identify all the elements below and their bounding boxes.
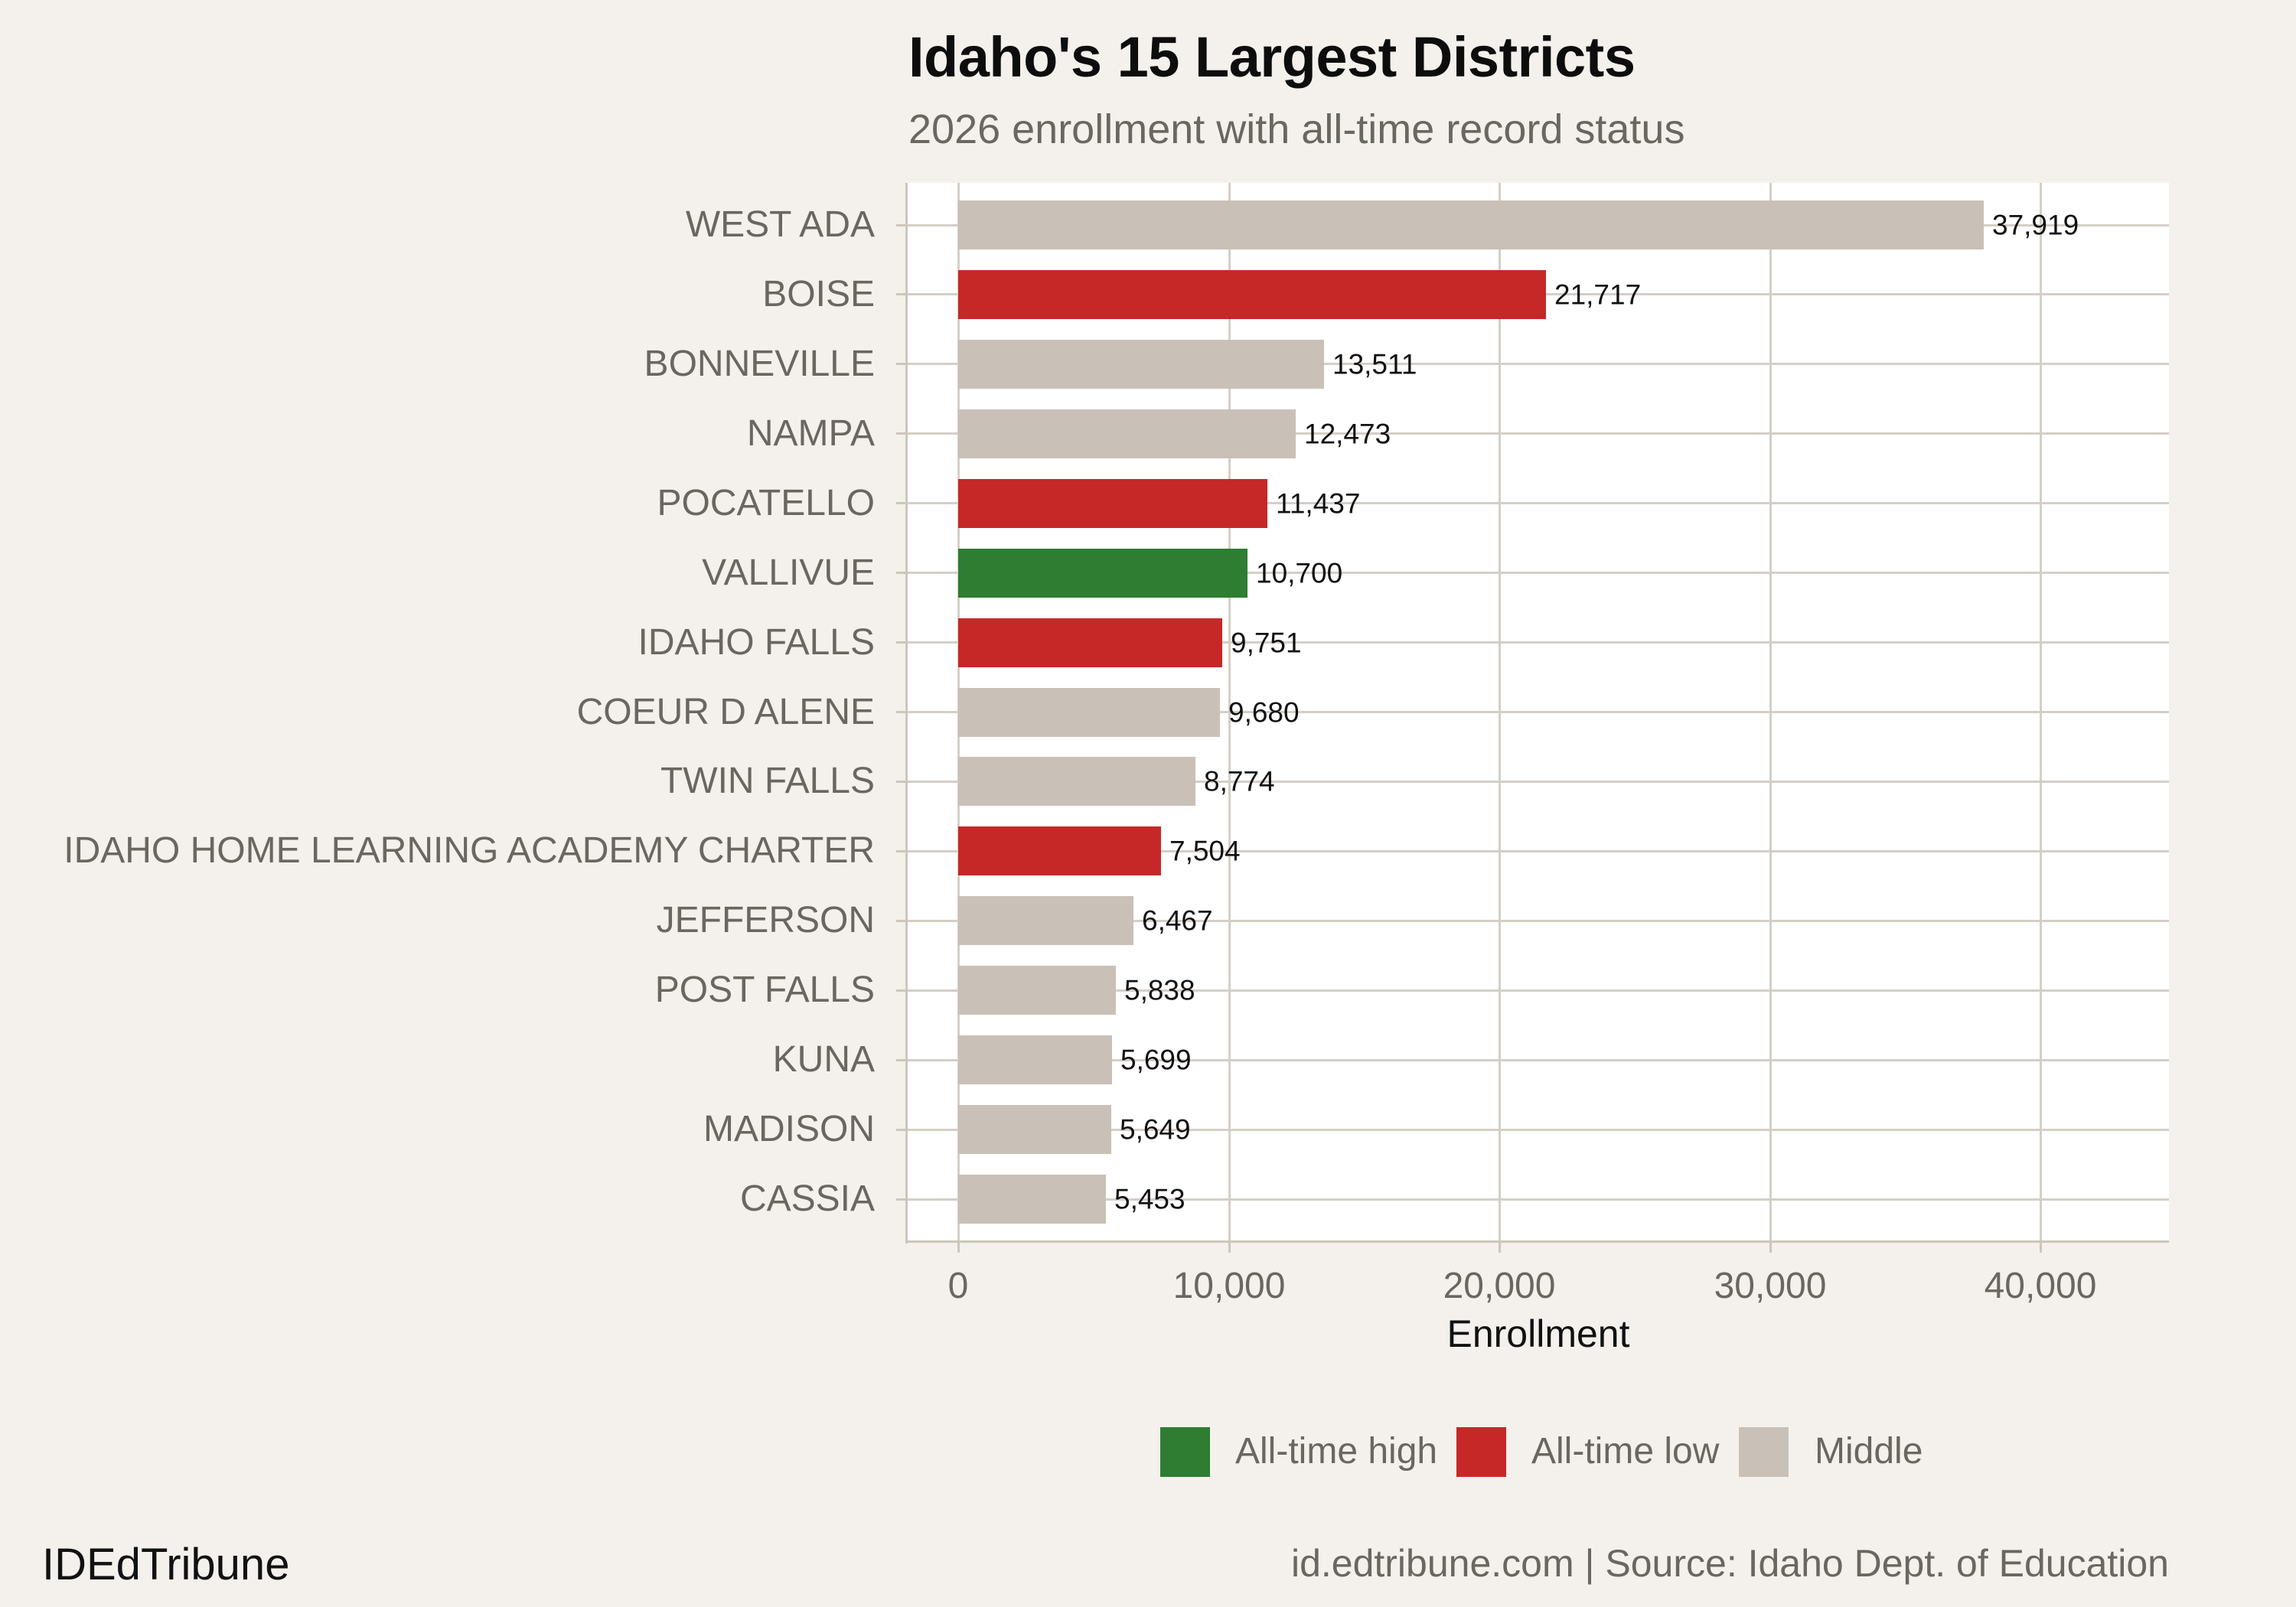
y-category-label: POST FALLS — [654, 970, 875, 1010]
horizontal-gridline — [907, 850, 2169, 852]
bar — [958, 618, 1222, 667]
x-tick-label: 30,000 — [1714, 1266, 1827, 1306]
bar — [958, 826, 1161, 875]
bar-value-label: 12,473 — [1304, 418, 1391, 450]
bar — [958, 340, 1324, 389]
y-category-label: POCATELLO — [657, 483, 875, 523]
y-category-label: WEST ADA — [685, 204, 875, 245]
bar-value-label: 5,649 — [1120, 1113, 1191, 1146]
bar-value-label: 5,453 — [1114, 1183, 1186, 1215]
y-category-label: BONNEVILLE — [644, 344, 875, 384]
horizontal-gridline — [907, 711, 2169, 713]
y-category-label: TWIN FALLS — [660, 761, 875, 801]
legend-key-all-time-low — [1456, 1427, 1506, 1477]
bar-value-label: 7,504 — [1169, 835, 1241, 867]
bar — [958, 757, 1195, 806]
horizontal-gridline — [907, 363, 2169, 365]
horizontal-gridline — [907, 1198, 2169, 1201]
bar-value-label: 37,919 — [1992, 209, 2079, 241]
y-tick — [896, 989, 907, 992]
y-category-label: COEUR D ALENE — [576, 692, 875, 732]
x-tick — [1228, 1242, 1231, 1253]
x-tick-label: 20,000 — [1443, 1266, 1556, 1306]
x-tick-label: 40,000 — [1984, 1266, 2097, 1306]
y-tick — [896, 920, 907, 922]
x-tick-label: 10,000 — [1172, 1266, 1286, 1306]
bar — [958, 688, 1220, 737]
y-tick — [896, 1198, 907, 1201]
legend-key-all-time-high — [1160, 1427, 1210, 1477]
horizontal-gridline — [907, 432, 2169, 435]
y-tick — [896, 641, 907, 644]
bar-value-label: 9,751 — [1231, 627, 1302, 659]
y-tick — [896, 572, 907, 574]
bar-value-label: 21,717 — [1554, 279, 1642, 311]
x-axis-title: Enrollment — [1446, 1312, 1630, 1355]
horizontal-gridline — [907, 781, 2169, 783]
bar-value-label: 13,511 — [1332, 348, 1417, 380]
chart-subtitle: 2026 enrollment with all-time record sta… — [908, 106, 1685, 152]
y-category-label: MADISON — [703, 1109, 875, 1149]
bar — [958, 966, 1116, 1015]
brand-label: IDEdTribune — [42, 1540, 290, 1589]
legend-label-middle: Middle — [1815, 1431, 1923, 1472]
bar-value-label: 5,699 — [1120, 1044, 1192, 1076]
legend-label-all-time-high: All-time high — [1235, 1431, 1438, 1472]
y-tick — [896, 711, 907, 713]
bar-value-label: 9,680 — [1228, 696, 1300, 729]
x-tick — [957, 1242, 960, 1253]
bar — [958, 1035, 1112, 1084]
x-tick-label: 0 — [947, 1266, 969, 1306]
bar-value-label: 5,838 — [1124, 974, 1195, 1006]
y-category-label: KUNA — [772, 1039, 875, 1080]
y-tick — [896, 224, 907, 227]
chart-title: Idaho's 15 Largest Districts — [908, 25, 1636, 89]
horizontal-gridline — [907, 920, 2169, 922]
y-tick — [896, 293, 907, 295]
bar-value-label: 6,467 — [1142, 905, 1213, 937]
y-tick — [896, 1059, 907, 1061]
horizontal-gridline — [907, 641, 2169, 644]
y-category-label: IDAHO FALLS — [638, 622, 875, 663]
horizontal-gridline — [907, 1129, 2169, 1131]
bar — [958, 200, 1984, 249]
y-tick — [896, 502, 907, 504]
y-category-label: BOISE — [762, 274, 875, 315]
source-caption: id.edtribune.com | Source: Idaho Dept. o… — [1290, 1542, 2169, 1585]
x-tick — [1769, 1242, 1772, 1253]
bar — [958, 270, 1546, 319]
y-tick — [896, 432, 907, 435]
bar — [958, 479, 1267, 528]
y-category-label: NAMPA — [746, 413, 875, 454]
horizontal-gridline — [907, 572, 2169, 574]
bar-value-label: 10,700 — [1256, 557, 1343, 589]
x-tick — [1499, 1242, 1501, 1253]
bar-value-label: 8,774 — [1204, 765, 1275, 797]
y-tick — [896, 850, 907, 852]
horizontal-gridline — [907, 502, 2169, 504]
legend-label-all-time-low: All-time low — [1531, 1431, 1720, 1472]
bar — [958, 896, 1133, 945]
horizontal-gridline — [907, 989, 2169, 992]
bar — [958, 1175, 1106, 1224]
bar-value-label: 11,437 — [1276, 487, 1361, 520]
legend-key-middle — [1739, 1427, 1789, 1477]
y-category-label: CASSIA — [739, 1178, 875, 1219]
bar — [958, 1105, 1111, 1154]
y-axis-line — [905, 183, 908, 1244]
x-axis-line — [905, 1240, 2169, 1243]
bar — [958, 409, 1296, 458]
y-category-label: IDAHO HOME LEARNING ACADEMY CHARTER — [64, 830, 875, 871]
y-tick — [896, 781, 907, 783]
horizontal-gridline — [907, 1059, 2169, 1061]
y-category-label: JEFFERSON — [656, 900, 875, 940]
bar — [958, 549, 1247, 598]
y-category-label: VALLIVUE — [702, 553, 875, 593]
y-tick — [896, 1129, 907, 1131]
x-tick — [2040, 1242, 2042, 1253]
y-tick — [896, 363, 907, 365]
